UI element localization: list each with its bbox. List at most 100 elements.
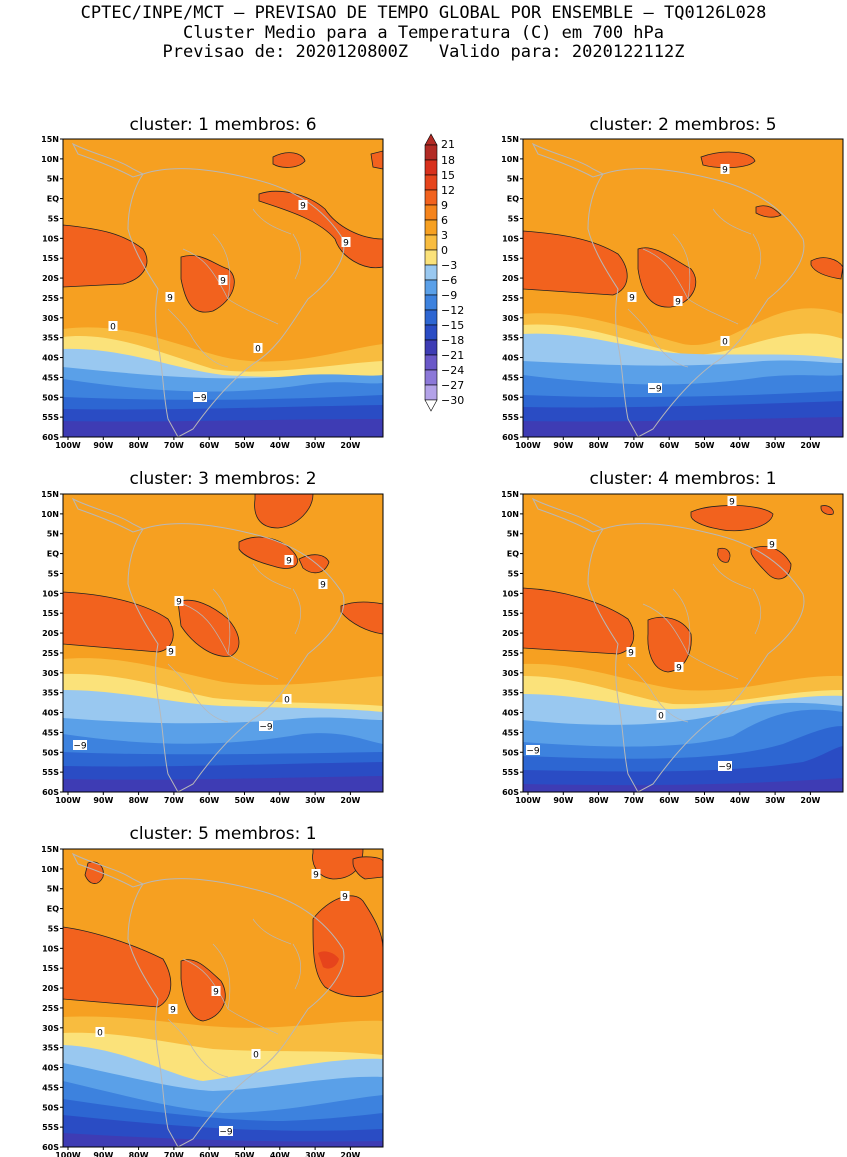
legend-swatch-t9 bbox=[424, 204, 438, 221]
lat-label: 60S bbox=[502, 433, 519, 442]
lat-label: 10N bbox=[41, 155, 59, 164]
lat-label: 10S bbox=[42, 589, 59, 598]
lon-label: 90W bbox=[93, 796, 113, 805]
contour-label: 9 bbox=[727, 496, 737, 508]
contour-band-t12 bbox=[84, 861, 104, 884]
contour-label: 0 bbox=[282, 694, 292, 706]
legend-swatch-tm18 bbox=[424, 339, 438, 356]
legend-label: 21 bbox=[441, 138, 455, 151]
svg-text:0: 0 bbox=[110, 323, 116, 333]
legend-swatch-t15 bbox=[424, 174, 438, 191]
central-america-outline bbox=[531, 142, 605, 178]
contour-band-tm18 bbox=[523, 417, 843, 437]
lon-label: 80W bbox=[129, 1151, 149, 1157]
lat-label: 5N bbox=[507, 175, 519, 184]
lat-label: 30S bbox=[42, 669, 59, 678]
legend-label: 12 bbox=[441, 184, 455, 197]
country-border bbox=[627, 663, 654, 695]
svg-text:−9: −9 bbox=[648, 385, 662, 395]
lon-label: 40W bbox=[270, 1151, 290, 1157]
lon-label: 40W bbox=[730, 796, 750, 805]
contour-band-t12 bbox=[63, 591, 174, 653]
lat-label: 5S bbox=[48, 214, 60, 223]
map-frame bbox=[522, 138, 844, 438]
country-border bbox=[652, 338, 689, 368]
lon-label: 60W bbox=[199, 441, 219, 450]
contour-label: 0 bbox=[108, 321, 118, 333]
temperature-field: 9 9 9 9 0 0 −9 bbox=[63, 849, 383, 1147]
lon-label: 70W bbox=[164, 1151, 184, 1157]
svg-text:0: 0 bbox=[255, 345, 261, 355]
contour-label: 9 bbox=[627, 292, 637, 304]
legend-label: −15 bbox=[441, 319, 464, 332]
contour-label: 9 bbox=[720, 164, 730, 176]
lon-label: 50W bbox=[695, 441, 715, 450]
legend-swatch-t12 bbox=[424, 189, 438, 206]
map-frame bbox=[62, 138, 384, 438]
contour-band-t12 bbox=[272, 152, 306, 168]
country-border bbox=[652, 693, 689, 723]
map-panel-cluster-4: cluster: 4 membros: 1 9 9 9 9 0 −9 −9 15N 10N 5N EQ… bbox=[501, 469, 844, 805]
svg-text:9: 9 bbox=[629, 294, 635, 304]
lat-label: 20S bbox=[42, 274, 59, 283]
contour-band-tm18 bbox=[523, 778, 843, 792]
contour-label: 9 bbox=[674, 662, 684, 674]
country-border bbox=[642, 248, 689, 300]
contour-band-t12 bbox=[312, 895, 383, 997]
country-border bbox=[227, 653, 279, 680]
legend-label: 15 bbox=[441, 169, 455, 182]
lat-label: 25S bbox=[502, 649, 519, 658]
country-border bbox=[182, 958, 229, 1010]
lat-label: 40S bbox=[502, 709, 519, 718]
contour-band-t12 bbox=[717, 547, 731, 563]
legend-label: −27 bbox=[441, 379, 464, 392]
contour-label: 9 bbox=[174, 596, 184, 608]
lat-label: 15S bbox=[502, 254, 519, 263]
contour-label: −9 bbox=[73, 740, 87, 752]
contour-label: 9 bbox=[166, 646, 176, 658]
lon-label: 50W bbox=[235, 796, 255, 805]
contour-band-t12 bbox=[523, 587, 635, 655]
lat-label: 20S bbox=[502, 274, 519, 283]
country-border bbox=[642, 603, 689, 655]
svg-text:0: 0 bbox=[722, 338, 728, 348]
legend-swatch-tm3 bbox=[424, 264, 438, 281]
legend-label: −3 bbox=[441, 259, 457, 272]
legend-label: −9 bbox=[441, 289, 457, 302]
contour-label: 0 bbox=[253, 343, 263, 355]
svg-text:−9: −9 bbox=[718, 763, 732, 773]
lat-label: 5N bbox=[47, 530, 59, 539]
legend-label: −21 bbox=[441, 349, 464, 362]
temperature-field: 9 9 9 0 −9 bbox=[523, 139, 843, 437]
legend-swatch-tm21 bbox=[424, 354, 438, 371]
lat-label: 10N bbox=[41, 865, 59, 874]
contour-band-t12 bbox=[177, 599, 240, 657]
lon-label: 20W bbox=[800, 441, 820, 450]
lat-label: 10S bbox=[42, 234, 59, 243]
lon-label: 100W bbox=[55, 1151, 81, 1157]
lat-label: 10N bbox=[501, 510, 519, 519]
lat-label: 5N bbox=[507, 530, 519, 539]
legend-swatch-tm6 bbox=[424, 279, 438, 296]
lat-label: 55S bbox=[42, 413, 59, 422]
map-panel-cluster-5: cluster: 5 membros: 1 9 9 9 9 0 0 −9 15N 10N 5N EQ 5… bbox=[41, 824, 384, 1157]
lon-label: 90W bbox=[553, 441, 573, 450]
lon-label: 40W bbox=[270, 441, 290, 450]
lat-label: 5N bbox=[47, 175, 59, 184]
svg-text:0: 0 bbox=[253, 1051, 259, 1061]
lon-label: 60W bbox=[659, 796, 679, 805]
lat-label: 10N bbox=[501, 155, 519, 164]
country-border bbox=[292, 588, 302, 635]
lat-label: 50S bbox=[42, 748, 59, 757]
svg-text:9: 9 bbox=[300, 202, 306, 212]
contour-band-tm18 bbox=[63, 419, 383, 437]
legend-swatch-t0 bbox=[424, 249, 438, 266]
lat-label: 45S bbox=[42, 1083, 59, 1092]
svg-text:0: 0 bbox=[658, 712, 664, 722]
contour-band-t12 bbox=[63, 224, 148, 288]
map-panel-cluster-1: cluster: 1 membros: 6 9 9 9 9 0 0 −9 15N 10N 5N EQ 5… bbox=[41, 115, 384, 450]
map-frame bbox=[522, 493, 844, 793]
lat-label: 30S bbox=[502, 669, 519, 678]
lat-label: EQ bbox=[47, 905, 59, 914]
lat-label: 10N bbox=[41, 510, 59, 519]
